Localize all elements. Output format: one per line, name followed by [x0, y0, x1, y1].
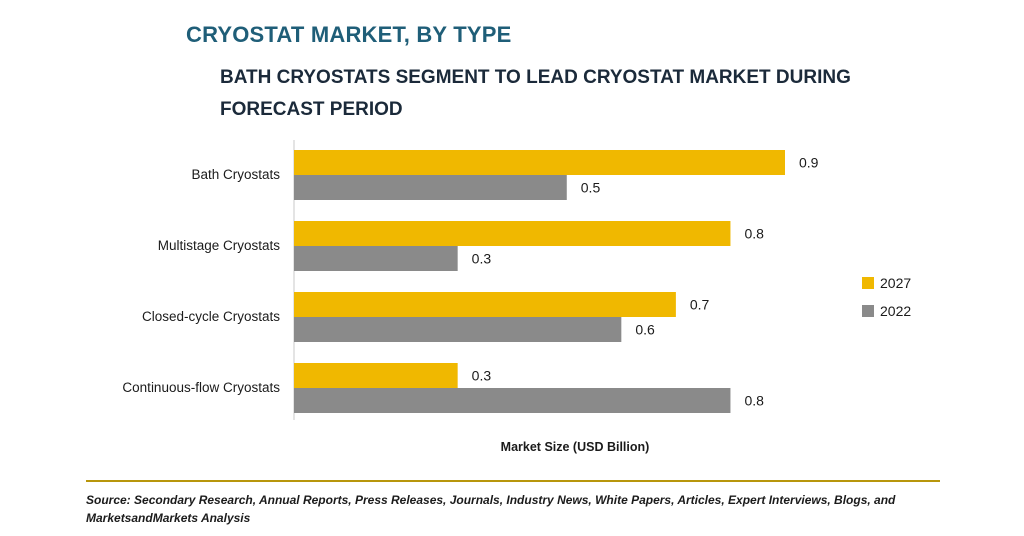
- data-label-2022-bath-cryostats: 0.5: [581, 180, 601, 196]
- legend-swatch-2027: [862, 277, 874, 289]
- category-label-continuous-flow-cryostats: Continuous-flow Cryostats: [122, 380, 280, 395]
- legend-swatch-2022: [862, 305, 874, 317]
- data-label-2027-multistage-cryostats: 0.8: [744, 226, 764, 242]
- divider-rule: [86, 480, 940, 482]
- legend-label-2022: 2022: [880, 303, 912, 319]
- source-note: Source: Secondary Research, Annual Repor…: [86, 493, 896, 525]
- legend-item-2022: 2022: [862, 303, 911, 319]
- data-label-2022-multistage-cryostats: 0.3: [472, 251, 492, 267]
- data-label-2027-bath-cryostats: 0.9: [799, 155, 819, 171]
- category-label-bath-cryostats: Bath Cryostats: [191, 167, 280, 182]
- bar-2022-closed-cycle-cryostats: [294, 317, 622, 342]
- bar-2027-multistage-cryostats: [294, 221, 731, 246]
- x-axis-label: Market Size (USD Billion): [500, 440, 650, 454]
- bar-2027-closed-cycle-cryostats: [294, 292, 676, 317]
- chart-title: CRYOSTAT MARKET, BY TYPE: [186, 22, 512, 47]
- bar-2022-bath-cryostats: [294, 175, 567, 200]
- bar-2027-continuous-flow-cryostats: [294, 363, 458, 388]
- data-label-2022-continuous-flow-cryostats: 0.8: [744, 393, 764, 409]
- bar-2022-continuous-flow-cryostats: [294, 388, 731, 413]
- data-label-2027-continuous-flow-cryostats: 0.3: [472, 368, 492, 384]
- category-label-closed-cycle-cryostats: Closed-cycle Cryostats: [142, 309, 280, 324]
- data-label-2022-closed-cycle-cryostats: 0.6: [635, 322, 655, 338]
- chart-subtitle: BATH CRYOSTATS SEGMENT TO LEAD CRYOSTAT …: [220, 67, 851, 120]
- legend-label-2027: 2027: [880, 275, 912, 291]
- category-label-multistage-cryostats: Multistage Cryostats: [158, 238, 281, 253]
- data-label-2027-closed-cycle-cryostats: 0.7: [690, 297, 710, 313]
- bar-2022-multistage-cryostats: [294, 246, 458, 271]
- bar-2027-bath-cryostats: [294, 150, 785, 175]
- legend-item-2027: 2027: [862, 275, 911, 291]
